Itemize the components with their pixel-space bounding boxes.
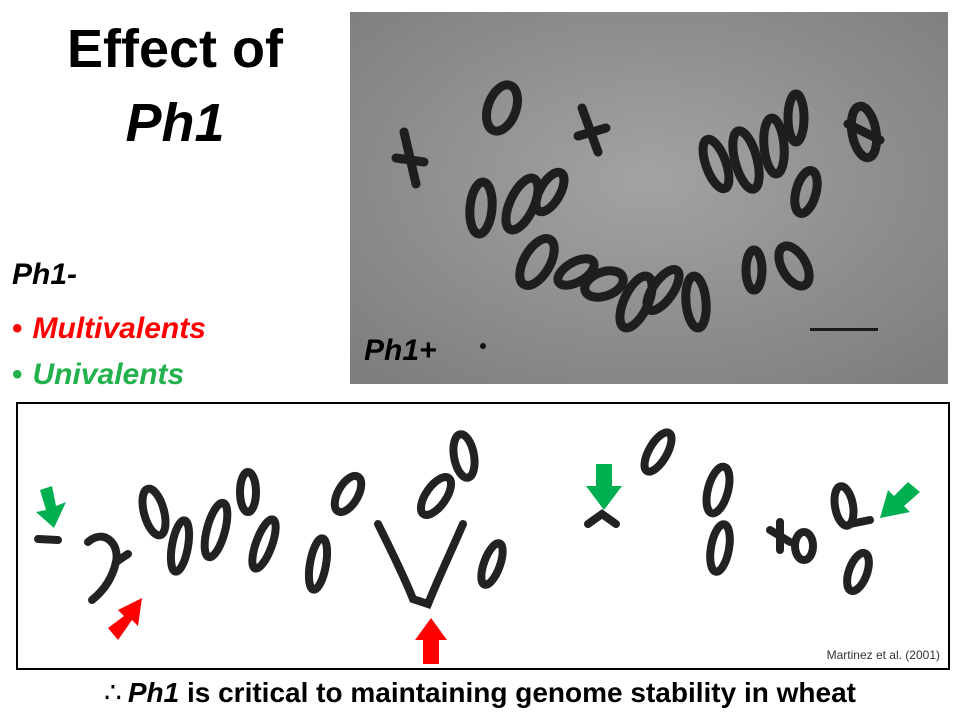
ph1-plus-micrograph: Ph1+ <box>350 12 948 384</box>
bullet-multivalents: • Multivalents <box>12 306 206 352</box>
univalent-arrow-icon <box>880 482 920 518</box>
conclusion-term: Ph1 <box>127 677 180 708</box>
bullet-dot-icon: • <box>12 312 23 345</box>
bullet-univalents: • Univalents <box>12 352 206 398</box>
univalent-arrow-icon <box>36 486 66 528</box>
citation-text: Martinez et al. (2001) <box>826 648 940 662</box>
conclusion-text: ∴ Ph1 is critical to maintaining genome s… <box>0 676 960 709</box>
cross-shapes <box>391 103 885 189</box>
univalent-arrow-icon <box>586 464 622 510</box>
multivalent-arrow-icon <box>415 618 447 664</box>
title-line-1: Effect of <box>67 19 283 79</box>
ph1-plus-chromosomes-image <box>350 12 948 384</box>
scale-bar <box>810 328 878 331</box>
slide-title: Effect of Ph1 <box>40 12 310 160</box>
title-line-2: Ph1 <box>125 93 225 153</box>
bullet-univalents-text: Univalents <box>32 358 185 391</box>
bullet-multivalents-text: Multivalents <box>32 312 206 345</box>
multivalent-arrow-icon <box>108 598 142 640</box>
ph1-minus-micrograph: Martinez et al. (2001) <box>16 402 950 670</box>
ph1-minus-bullet-list: • Multivalents • Univalents <box>12 306 206 398</box>
conclusion-rest: is critical to maintaining genome stabil… <box>179 677 856 708</box>
ph1-minus-chromosomes-image <box>34 428 874 609</box>
ph1-plus-label: Ph1+ <box>364 334 437 367</box>
bivalent-shapes <box>465 80 882 333</box>
bullet-dot-icon: • <box>12 358 23 391</box>
therefore-symbol: ∴ <box>104 677 122 708</box>
ph1-minus-label: Ph1- <box>12 258 78 291</box>
chromosome-shapes <box>34 428 874 609</box>
